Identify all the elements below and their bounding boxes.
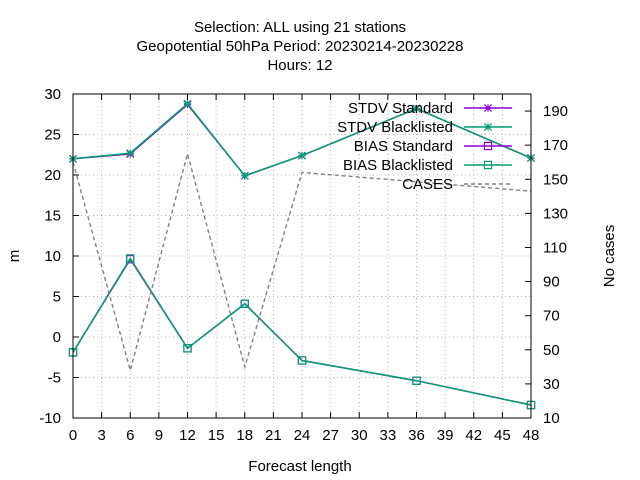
y-tick-label: -5 [48, 370, 61, 387]
y2-tick-label: 10 [543, 410, 560, 427]
legend-label-stdv-standard: STDV Standard [348, 100, 453, 117]
x-tick-label: 15 [208, 427, 225, 444]
data-point-stdv-blacklisted [297, 151, 307, 160]
title-line-3: Hours: 12 [267, 57, 332, 74]
chart-title: Selection: ALL using 21 stations Geopote… [137, 19, 464, 74]
series-line-stdv-standard [72, 103, 532, 177]
legend-label-cases: CASES [402, 176, 453, 193]
legend-marker-bias-blacklisted [483, 160, 493, 170]
x-tick-label: 39 [437, 427, 454, 444]
y2-tick-label: 150 [543, 171, 568, 188]
grid-lines [73, 94, 531, 418]
x-tick-label: 12 [179, 427, 196, 444]
data-point-stdv-blacklisted [126, 149, 135, 158]
legend-label-bias-blacklisted: BIAS Blacklisted [343, 157, 453, 174]
x-axis-label: Forecast length [248, 458, 351, 475]
legend-marker-stdv-blacklisted [483, 122, 493, 132]
x-tick-label: 21 [265, 427, 282, 444]
data-point-stdv-blacklisted [240, 171, 249, 180]
y2-tick-label: 50 [543, 342, 560, 359]
legend-marker-bias-standard [483, 141, 493, 151]
legend-label-bias-standard: BIAS Standard [354, 138, 453, 155]
y-tick-label: 10 [44, 248, 61, 265]
legend-marker-stdv-standard [483, 103, 493, 113]
y2-tick-label: 170 [543, 137, 568, 154]
title-line-1: Selection: ALL using 21 stations [194, 19, 406, 36]
y-tick-label: -10 [39, 410, 61, 427]
y2-tick-label: 110 [543, 239, 567, 256]
data-point-stdv-blacklisted [183, 99, 192, 108]
y2-tick-label: 70 [543, 308, 560, 325]
y2-axis-label: No cases [601, 225, 618, 288]
y-tick-label: 15 [44, 208, 61, 225]
y2-tick-label: 30 [543, 376, 560, 393]
x-tick-label: 30 [351, 427, 368, 444]
x-tick-label: 18 [236, 427, 253, 444]
x-tick-label: 48 [523, 427, 540, 444]
y2-tick-label: 90 [543, 274, 560, 291]
data-point-bias-blacklisted [412, 376, 421, 385]
y-tick-label: 5 [53, 289, 61, 306]
data-point-bias-blacklisted [297, 356, 307, 365]
data-point-bias-blacklisted [183, 344, 192, 353]
x-tick-label: 45 [494, 427, 511, 444]
x-tick-label: 42 [465, 427, 482, 444]
x-tick-label: 36 [408, 427, 425, 444]
series-layer [68, 99, 536, 410]
y-axis-label: m [6, 250, 23, 263]
y-tick-label: 20 [44, 167, 61, 184]
x-tick-label: 27 [322, 427, 339, 444]
data-point-bias-blacklisted [240, 299, 249, 308]
legend-label-stdv-blacklisted: STDV Blacklisted [337, 119, 453, 136]
y-tick-label: 0 [53, 329, 61, 346]
series-line-bias-standard [72, 257, 532, 406]
x-tick-label: 0 [69, 427, 77, 444]
y-tick-label: 30 [44, 86, 61, 103]
x-tick-label: 3 [97, 427, 105, 444]
x-tick-label: 9 [155, 427, 163, 444]
data-point-stdv-blacklisted [412, 104, 421, 113]
title-line-2: Geopotential 50hPa Period: 20230214-2023… [137, 38, 464, 55]
y2-tick-label: 130 [543, 205, 568, 222]
series-line-bias-blacklisted [72, 256, 532, 406]
x-tick-label: 24 [294, 427, 311, 444]
legend: STDV Standard STDV Blacklisted BIAS Standa… [337, 100, 512, 193]
y2-tick-label: 190 [543, 103, 568, 120]
x-tick-label: 33 [380, 427, 397, 444]
y-tick-label: 25 [44, 127, 61, 144]
data-point-bias-blacklisted [126, 254, 135, 263]
x-tick-label: 6 [126, 427, 134, 444]
